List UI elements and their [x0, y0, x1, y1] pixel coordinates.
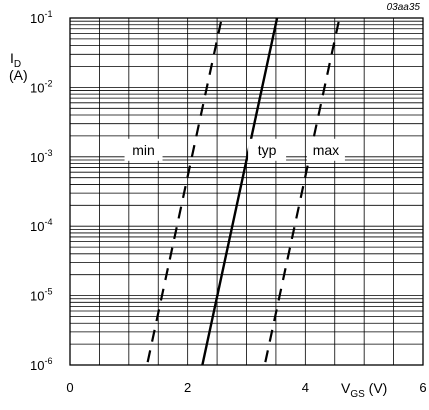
series-min-line: [146, 17, 223, 363]
series-max-line: [264, 17, 341, 363]
series-min-label: min: [132, 142, 155, 158]
y-tick-label: 10-1: [30, 9, 52, 26]
series-typ-line: [201, 17, 279, 366]
plot-frame: [69, 17, 424, 366]
x-tick-label: 4: [302, 380, 309, 395]
series-typ-label: typ: [258, 142, 277, 158]
y-tick-label: 10-5: [30, 287, 52, 304]
series-max-label: max: [313, 142, 339, 158]
grid: [69, 18, 424, 366]
x-tick-label: 2: [184, 380, 191, 395]
y-tick-label: 10-6: [30, 356, 52, 373]
labels: 0 2 4 6 10-6 10-5 10-4 10-3 10-2 10-1 min typ max: [30, 9, 427, 395]
x-axis-label: VGS (V): [341, 380, 387, 400]
series-min-label-bg: [124, 138, 163, 161]
x-tick-label: 0: [66, 380, 73, 395]
figure-code: 03aa35: [387, 2, 421, 13]
series-max-label-bg: [306, 138, 345, 161]
y-tick-label: 10-4: [30, 217, 52, 234]
y-tick-label: 10-3: [30, 148, 52, 165]
y-tick-label: 10-2: [30, 78, 52, 95]
y-axis-label: ID: [10, 50, 21, 70]
series-typ-label-bg: [248, 138, 287, 161]
y-axis-unit: (A): [9, 67, 28, 83]
x-tick-label: 6: [419, 380, 426, 395]
curves: [146, 17, 341, 366]
